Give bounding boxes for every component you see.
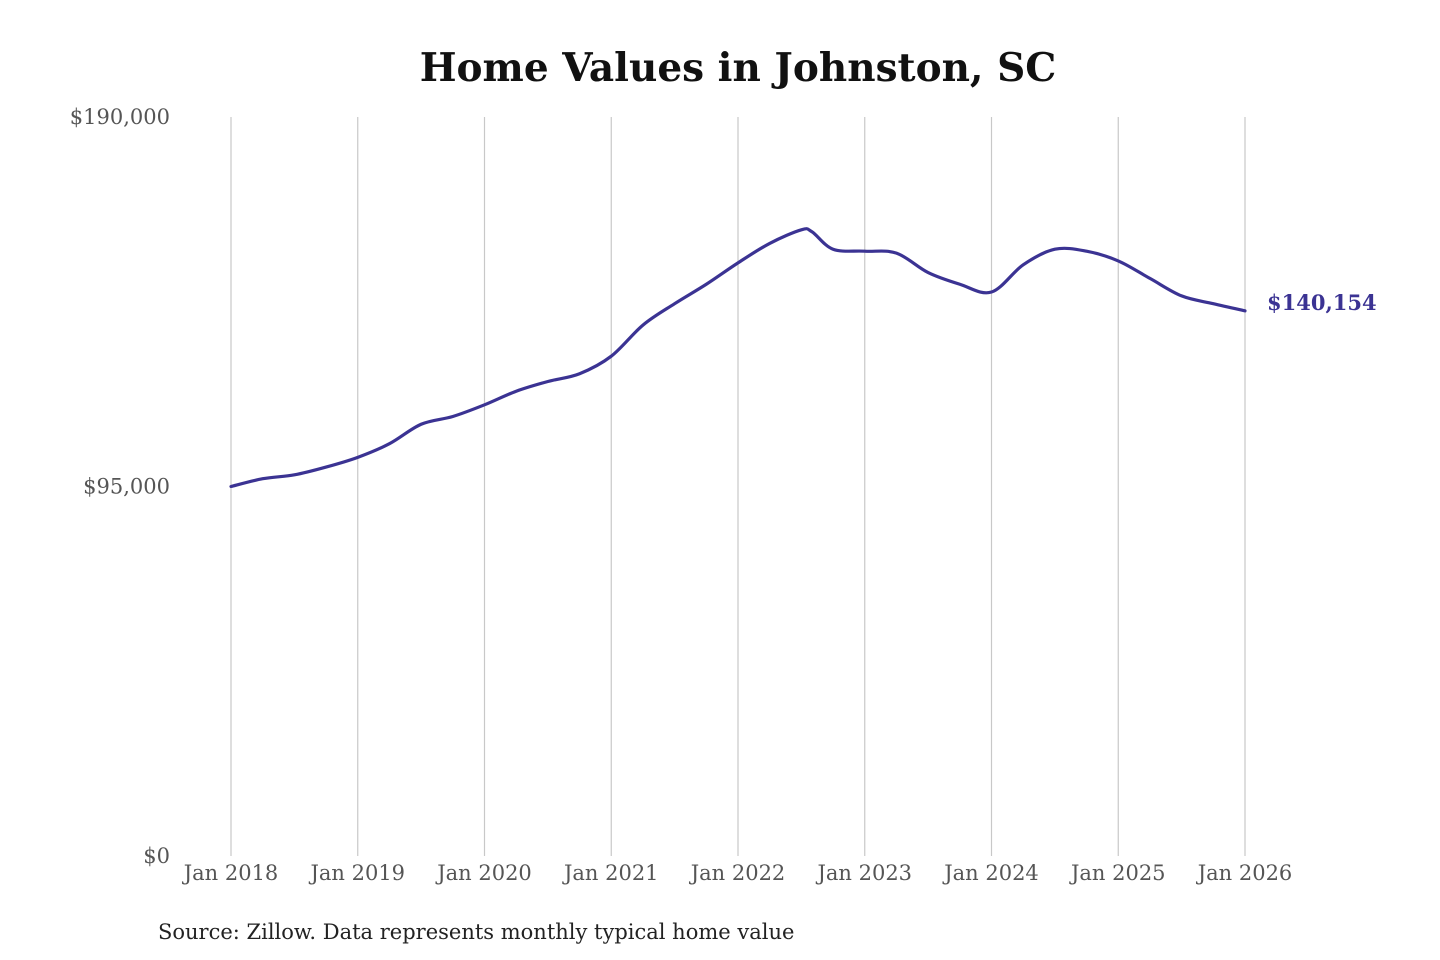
series-lines (229, 227, 1247, 489)
series-line (229, 227, 1247, 489)
x-tick-label: Jan 2023 (815, 861, 912, 885)
x-tick-label: Jan 2020 (435, 861, 532, 885)
x-tick-label: Jan 2026 (1196, 861, 1293, 885)
x-tick-label: Jan 2019 (308, 861, 405, 885)
gridlines (230, 117, 1246, 856)
y-tick-label: $0 (143, 844, 170, 868)
x-tick-label: Jan 2024 (942, 861, 1039, 885)
y-tick-label: $190,000 (70, 105, 170, 129)
chart-title: Home Values in Johnston, SC (420, 45, 1057, 91)
x-tick-label: Jan 2025 (1069, 861, 1166, 885)
x-axis-tick-labels: Jan 2018 Jan 2019 Jan 2020 Jan 2021 Jan 2022… (182, 861, 1293, 885)
x-tick-label: Jan 2021 (562, 861, 659, 885)
source-note: Source: Zillow. Data represents monthly … (158, 920, 794, 944)
x-tick-label: Jan 2018 (182, 861, 279, 885)
end-value-label: $140,154 (1267, 290, 1377, 315)
y-axis-tick-labels: $0 $95,000 $190,000 (70, 105, 170, 868)
y-tick-label: $95,000 (83, 475, 170, 499)
x-tick-label: Jan 2022 (689, 861, 786, 885)
